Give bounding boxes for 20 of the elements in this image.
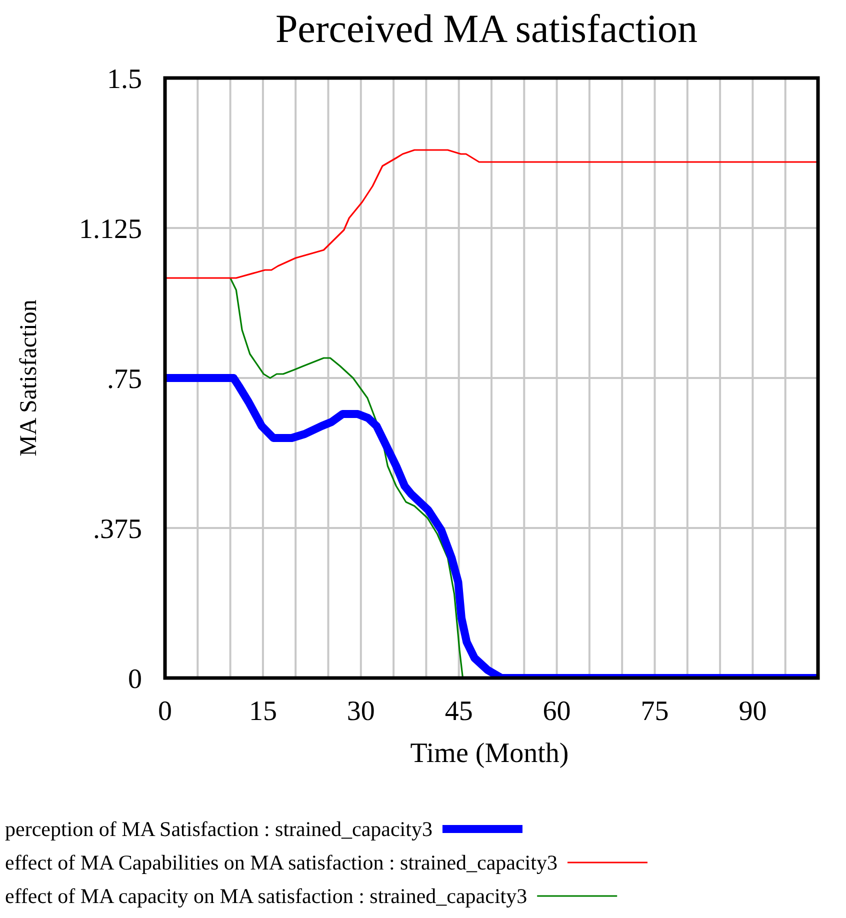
- x-tick-label: 0: [158, 696, 172, 727]
- chart-title: Perceived MA satisfaction: [275, 6, 698, 51]
- x-tick-label: 90: [738, 696, 767, 727]
- legend-label: effect of MA capacity on MA satisfaction : strained_capacity3: [5, 884, 528, 908]
- y-axis-title: MA Satisfaction: [16, 300, 42, 456]
- x-tick-label: 75: [640, 696, 669, 727]
- y-tick-label: 0: [128, 664, 142, 695]
- x-tick-label: 15: [248, 696, 277, 727]
- x-tick-label: 30: [346, 696, 375, 727]
- y-tick-label: 1.5: [107, 64, 142, 95]
- y-tick-label: 1.125: [79, 214, 142, 245]
- x-tick-label: 60: [542, 696, 571, 727]
- y-tick-label: .375: [93, 514, 142, 545]
- x-axis-title: Time (Month): [410, 738, 569, 769]
- x-tick-label: 45: [444, 696, 473, 727]
- y-tick-label: .75: [107, 364, 142, 395]
- legend-label: perception of MA Satisfaction : strained_capacity3: [5, 817, 432, 841]
- legend-label: effect of MA Capabilities on MA satisfaction : strained_capacity3: [5, 850, 558, 874]
- line-series: [165, 149, 818, 279]
- line-series: [230, 277, 464, 679]
